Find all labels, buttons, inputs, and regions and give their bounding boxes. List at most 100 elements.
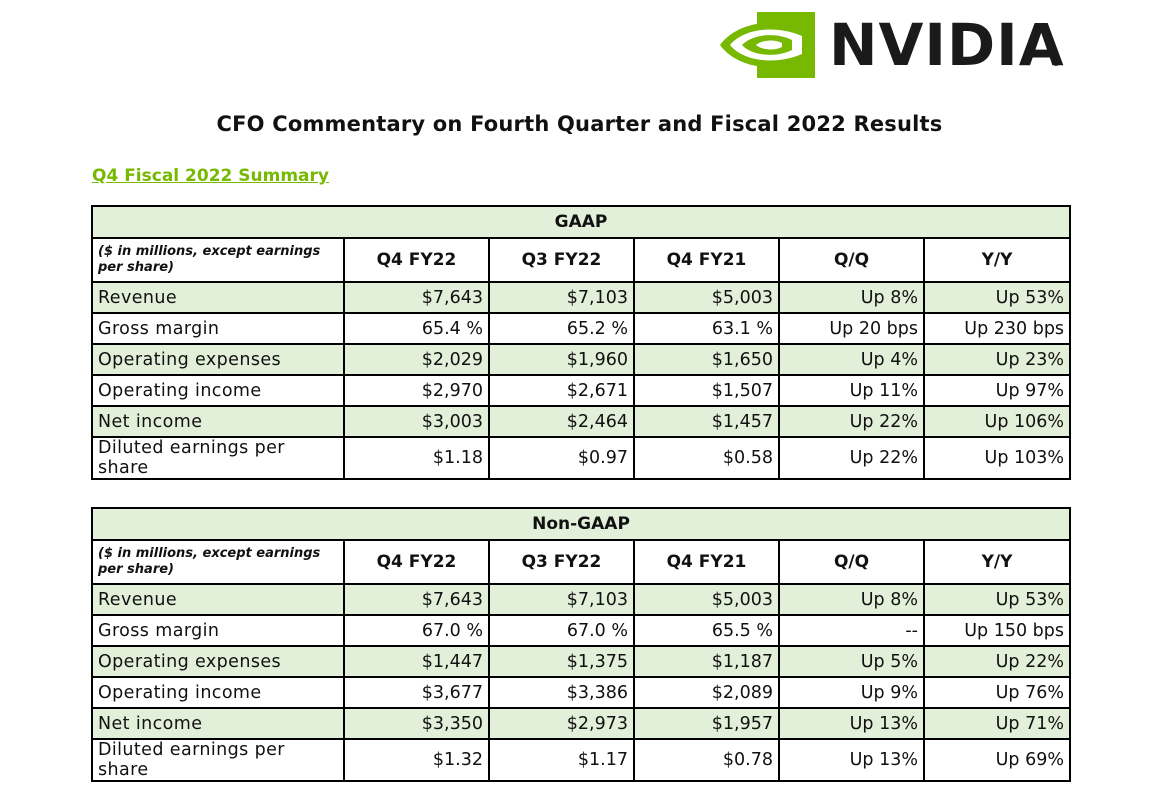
nongaap-col-qq: Q/Q bbox=[778, 539, 925, 585]
gaap-table-heading: GAAP bbox=[90, 205, 1072, 239]
table-row: Revenue $7,643 $7,103 $5,003 Up 8% Up 53… bbox=[91, 281, 1072, 314]
table-row: Net income $3,350 $2,973 $1,957 Up 13% U… bbox=[91, 707, 1072, 740]
section-link-q4-summary[interactable]: Q4 Fiscal 2022 Summary bbox=[92, 166, 329, 186]
cell-value: $1,375 bbox=[488, 645, 635, 678]
row-label: Revenue bbox=[91, 583, 345, 616]
cell-value: 65.4 % bbox=[343, 312, 490, 345]
cell-value: $1.32 bbox=[343, 738, 490, 782]
gaap-col-q4fy21: Q4 FY21 bbox=[633, 237, 780, 283]
gaap-table: GAAP ($ in millions, except earnings per… bbox=[90, 205, 1072, 480]
cell-value: Up 22% bbox=[778, 405, 925, 438]
table-row: Gross margin 65.4 % 65.2 % 63.1 % Up 20 … bbox=[91, 312, 1072, 345]
nongaap-col-yy: Y/Y bbox=[922, 539, 1072, 585]
cell-value: -- bbox=[778, 614, 925, 647]
cell-value: $1,447 bbox=[343, 645, 490, 678]
cell-value: Up 106% bbox=[922, 405, 1072, 438]
cell-value: $3,350 bbox=[343, 707, 490, 740]
cell-value: $1.17 bbox=[488, 738, 635, 782]
nongaap-col-q3fy22: Q3 FY22 bbox=[488, 539, 635, 585]
cell-value: $1.18 bbox=[343, 436, 490, 480]
cell-value: $1,957 bbox=[633, 707, 780, 740]
nvidia-logo bbox=[720, 12, 815, 78]
cell-value: $2,464 bbox=[488, 405, 635, 438]
cell-value: Up 69% bbox=[922, 738, 1072, 782]
cell-value: $3,677 bbox=[343, 676, 490, 709]
cell-value: $0.58 bbox=[633, 436, 780, 480]
cell-value: $1,507 bbox=[633, 374, 780, 407]
cell-value: $7,103 bbox=[488, 583, 635, 616]
table-row: Diluted earnings per share $1.18 $0.97 $… bbox=[91, 436, 1072, 480]
cell-value: Up 76% bbox=[922, 676, 1072, 709]
row-label: Net income bbox=[91, 707, 345, 740]
cell-value: Up 8% bbox=[778, 281, 925, 314]
gaap-unit-note: ($ in millions, except earnings per shar… bbox=[91, 237, 345, 283]
cell-value: Up 13% bbox=[778, 738, 925, 782]
cell-value: $0.78 bbox=[633, 738, 780, 782]
cell-value: Up 8% bbox=[778, 583, 925, 616]
cell-value: Up 230 bps bbox=[922, 312, 1072, 345]
cell-value: Up 150 bps bbox=[922, 614, 1072, 647]
row-label: Diluted earnings per share bbox=[91, 738, 345, 782]
cell-value: $1,457 bbox=[633, 405, 780, 438]
row-label: Revenue bbox=[91, 281, 345, 314]
cell-value: $3,003 bbox=[343, 405, 490, 438]
table-row: Revenue $7,643 $7,103 $5,003 Up 8% Up 53… bbox=[91, 583, 1072, 616]
row-label: Gross margin bbox=[91, 614, 345, 647]
row-label: Operating expenses bbox=[91, 645, 345, 678]
cell-value: Up 22% bbox=[778, 436, 925, 480]
table-row: Operating expenses $1,447 $1,375 $1,187 … bbox=[91, 645, 1072, 678]
cell-value: $2,029 bbox=[343, 343, 490, 376]
cell-value: $2,970 bbox=[343, 374, 490, 407]
nongaap-col-q4fy21: Q4 FY21 bbox=[633, 539, 780, 585]
cell-value: Up 53% bbox=[922, 583, 1072, 616]
cell-value: 67.0 % bbox=[488, 614, 635, 647]
cell-value: Up 103% bbox=[922, 436, 1072, 480]
row-label: Operating income bbox=[91, 374, 345, 407]
nongaap-unit-note: ($ in millions, except earnings per shar… bbox=[91, 539, 345, 585]
table-row: Diluted earnings per share $1.32 $1.17 $… bbox=[91, 738, 1072, 782]
cell-value: $5,003 bbox=[633, 281, 780, 314]
nongaap-col-q4fy22: Q4 FY22 bbox=[343, 539, 490, 585]
cell-value: Up 20 bps bbox=[778, 312, 925, 345]
nongaap-table-heading: Non-GAAP bbox=[90, 507, 1072, 541]
row-label: Gross margin bbox=[91, 312, 345, 345]
cell-value: $1,960 bbox=[488, 343, 635, 376]
cell-value: $3,386 bbox=[488, 676, 635, 709]
cell-value: $7,643 bbox=[343, 583, 490, 616]
cell-value: Up 4% bbox=[778, 343, 925, 376]
gaap-col-yy: Y/Y bbox=[922, 237, 1072, 283]
cell-value: $7,103 bbox=[488, 281, 635, 314]
table-row: Operating expenses $2,029 $1,960 $1,650 … bbox=[91, 343, 1072, 376]
table-row: Operating income $2,970 $2,671 $1,507 Up… bbox=[91, 374, 1072, 407]
logo-wordmark: NVIDIA bbox=[829, 11, 1065, 79]
cell-value: Up 5% bbox=[778, 645, 925, 678]
cell-value: 65.5 % bbox=[633, 614, 780, 647]
cell-value: 65.2 % bbox=[488, 312, 635, 345]
cell-value: Up 9% bbox=[778, 676, 925, 709]
cell-value: Up 97% bbox=[922, 374, 1072, 407]
table-row: Operating income $3,677 $3,386 $2,089 Up… bbox=[91, 676, 1072, 709]
gaap-col-qq: Q/Q bbox=[778, 237, 925, 283]
row-label: Net income bbox=[91, 405, 345, 438]
cell-value: Up 23% bbox=[922, 343, 1072, 376]
nongaap-table: Non-GAAP ($ in millions, except earnings… bbox=[90, 507, 1072, 782]
cell-value: $5,003 bbox=[633, 583, 780, 616]
row-label: Operating expenses bbox=[91, 343, 345, 376]
cell-value: 63.1 % bbox=[633, 312, 780, 345]
cell-value: $7,643 bbox=[343, 281, 490, 314]
cell-value: $2,973 bbox=[488, 707, 635, 740]
gaap-col-q3fy22: Q3 FY22 bbox=[488, 237, 635, 283]
row-label: Diluted earnings per share bbox=[91, 436, 345, 480]
table-row: Net income $3,003 $2,464 $1,457 Up 22% U… bbox=[91, 405, 1072, 438]
cell-value: Up 53% bbox=[922, 281, 1072, 314]
cell-value: 67.0 % bbox=[343, 614, 490, 647]
cell-value: Up 71% bbox=[922, 707, 1072, 740]
logo-eye-icon bbox=[720, 22, 814, 68]
row-label: Operating income bbox=[91, 676, 345, 709]
table-row: Gross margin 67.0 % 67.0 % 65.5 % -- Up … bbox=[91, 614, 1072, 647]
cell-value: $0.97 bbox=[488, 436, 635, 480]
cell-value: $1,650 bbox=[633, 343, 780, 376]
cell-value: $2,671 bbox=[488, 374, 635, 407]
cell-value: Up 11% bbox=[778, 374, 925, 407]
cell-value: $1,187 bbox=[633, 645, 780, 678]
